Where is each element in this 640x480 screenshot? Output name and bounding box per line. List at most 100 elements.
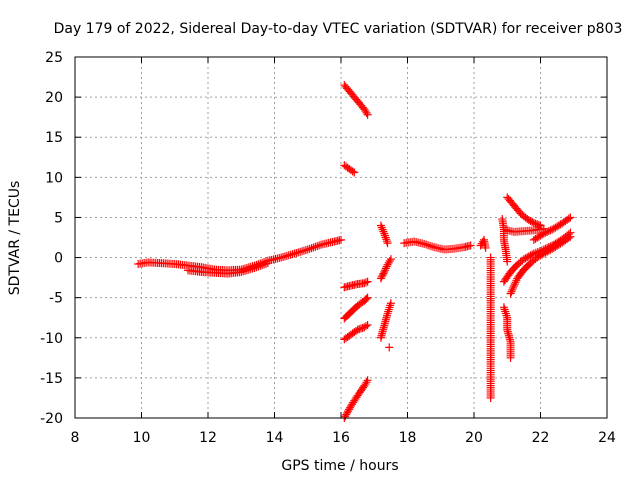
data-point [506,289,515,298]
y-tick-label: 5 [54,210,63,226]
data-point [519,255,528,264]
data-point [508,285,517,294]
data-point [384,307,393,316]
series-arc-minus3 [340,277,372,292]
data-point [500,305,509,314]
data-point [376,221,385,230]
data-point [361,278,370,287]
data-point [379,269,388,278]
data-point [523,215,532,224]
series-arc-17-point [385,343,394,352]
data-point [422,240,431,249]
data-point [361,322,370,331]
data-point [350,168,359,177]
y-tick-label: -5 [49,291,63,307]
x-tick-label: 14 [266,430,284,446]
data-point [378,225,387,234]
y-tick-labels: -20 -15 -10 -5 0 5 10 15 20 25 [40,50,63,427]
data-point [386,299,395,308]
data-point [539,229,548,238]
data-point [529,219,538,228]
y-tick-label: 10 [45,170,63,186]
data-point [533,253,542,262]
data-point [303,245,312,254]
series-arc-17-upper [376,221,392,248]
data-point [363,320,372,329]
series-arc-top [340,81,372,119]
data-point [363,376,372,385]
data-point [481,243,490,252]
data-point [507,287,516,296]
data-point [309,243,318,252]
x-tick-labels: 8 10 12 14 16 18 20 22 24 [71,430,616,446]
data-point [261,259,270,268]
data-point [511,278,520,287]
series-arc-17-mid [376,255,395,283]
data-point [564,214,573,223]
data-point [544,227,553,236]
data-point [380,229,389,238]
data-point [356,324,365,333]
data-point [528,250,537,259]
data-point [546,242,555,251]
data-point [315,241,324,250]
data-point [252,263,261,272]
data-point [305,244,314,253]
data-point [564,230,573,239]
x-tick-label: 22 [532,430,550,446]
data-point [263,259,272,268]
data-point [256,261,265,270]
grid-lines [75,57,607,418]
data-point [501,309,510,318]
data-point [533,220,542,229]
data-point [386,301,395,310]
data-point [512,276,521,285]
data-point [380,231,389,240]
data-point [538,230,547,239]
data-point [260,260,269,269]
data-point [307,244,316,253]
data-point [250,263,259,272]
data-point [383,239,392,248]
data-point [524,252,533,261]
x-tick-label: 12 [199,430,217,446]
data-point [345,405,354,414]
data-point [539,245,548,254]
data-point [533,247,542,256]
series-arc-minus6 [340,293,372,323]
series-arc-21-side [498,215,512,266]
data-point [499,303,508,312]
series-arc-20.3 [476,235,490,252]
data-point [381,233,390,242]
data-point [386,255,395,264]
data-point [342,410,351,419]
data-point [544,243,553,252]
data-point [510,280,519,289]
x-tick-label: 8 [71,430,80,446]
x-tick-label: 10 [133,430,151,446]
data-point [313,242,322,251]
data-point [343,408,352,417]
data-point [382,235,391,244]
series-rising-3 [529,213,575,244]
data-point [377,223,386,232]
x-tick-label: 24 [598,430,616,446]
data-point [428,242,437,251]
y-tick-label: 20 [45,90,63,106]
data-point [548,225,557,234]
data-point [541,244,550,253]
data-point [358,323,367,332]
data-point [566,213,575,222]
data-point [348,167,357,176]
y-tick-label: -10 [40,331,63,347]
data-point [502,311,511,320]
data-point [381,264,390,273]
data-point [384,305,393,314]
series-main-band-lower [184,259,272,278]
data-point [509,282,518,291]
data-point [424,241,433,250]
data-point [382,262,391,271]
data-point [566,228,575,237]
data-point [362,108,371,117]
data-point [362,294,371,303]
